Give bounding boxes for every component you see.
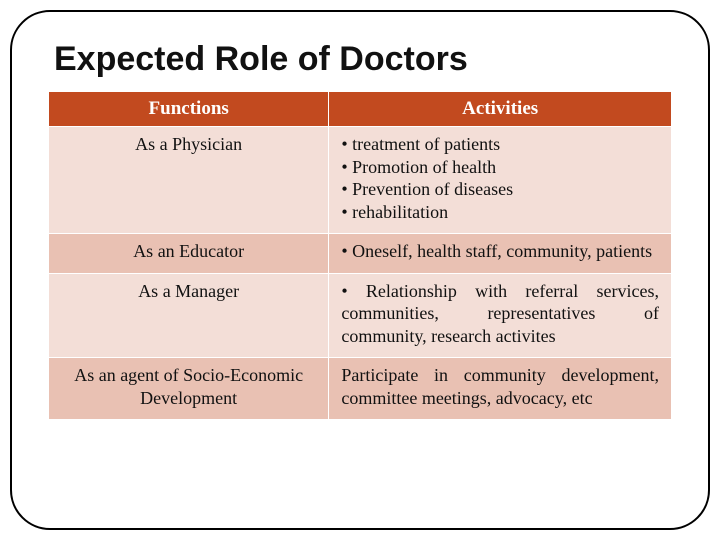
activity-line: Participate in community development, co… (341, 364, 659, 409)
slide: Expected Role of Doctors Functions Activ… (0, 0, 720, 540)
table-row: As a Manager• Relationship with referral… (49, 273, 672, 358)
slide-title: Expected Role of Doctors (54, 40, 672, 79)
activity-line: • treatment of patients (341, 133, 659, 156)
slide-frame: Expected Role of Doctors Functions Activ… (10, 10, 710, 530)
header-activities: Activities (329, 92, 672, 127)
activities-cell: • Relationship with referral services, c… (329, 273, 672, 358)
function-cell: As a Physician (49, 127, 329, 234)
activity-line: • Promotion of health (341, 156, 659, 179)
table-row: As an agent of Socio-Economic Developmen… (49, 358, 672, 420)
table-header-row: Functions Activities (49, 92, 672, 127)
table-row: As an Educator • Oneself, health staff, c… (49, 234, 672, 274)
activity-line: • Prevention of diseases (341, 178, 659, 201)
role-table: Functions Activities As a Physician• tre… (48, 91, 672, 420)
function-cell: As an Educator (49, 234, 329, 274)
table-row: As a Physician• treatment of patients• P… (49, 127, 672, 234)
activity-line: • rehabilitation (341, 201, 659, 224)
activity-line: • Relationship with referral services, c… (341, 280, 659, 348)
function-cell: As a Manager (49, 273, 329, 358)
table-body: As a Physician• treatment of patients• P… (49, 127, 672, 420)
activities-cell: • Oneself, health staff, community, pati… (329, 234, 672, 274)
activities-cell: • treatment of patients• Promotion of he… (329, 127, 672, 234)
function-cell: As an agent of Socio-Economic Developmen… (49, 358, 329, 420)
activities-cell: Participate in community development, co… (329, 358, 672, 420)
header-functions: Functions (49, 92, 329, 127)
activity-line: • Oneself, health staff, community, pati… (341, 240, 659, 263)
